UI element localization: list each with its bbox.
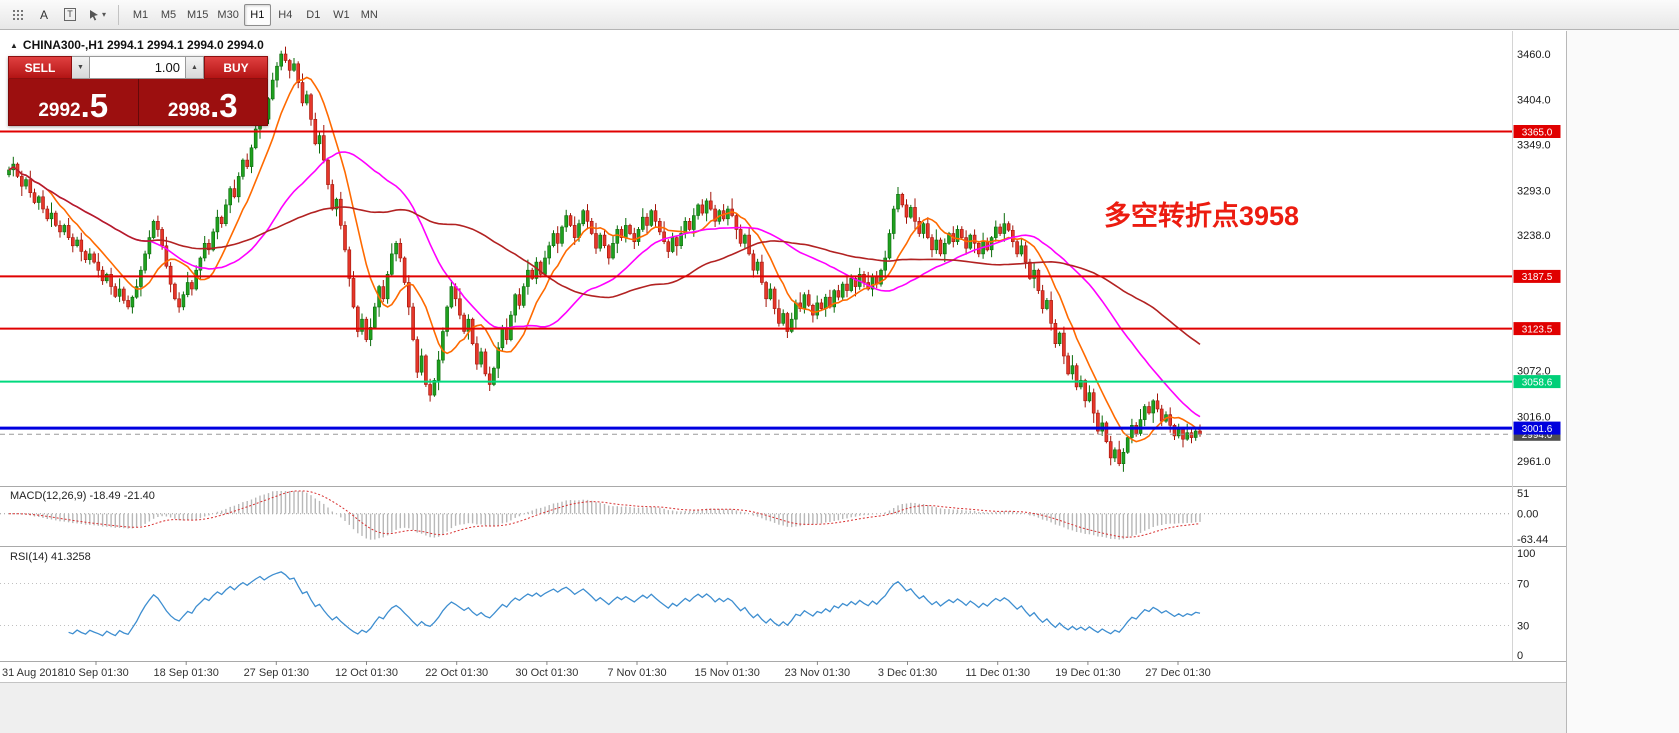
sell-price-big-digit: .5 <box>80 86 109 124</box>
timeframe-M30[interactable]: M30 <box>217 8 239 21</box>
x-axis-label: 23 Nov 01:30 <box>785 667 850 679</box>
svg-text:3001.6: 3001.6 <box>1522 424 1553 435</box>
x-axis-label: 7 Nov 01:30 <box>607 667 666 679</box>
ma-line-10 <box>8 76 1201 443</box>
volume-dropdown-icon: ▼ <box>77 64 84 71</box>
price-badge-3058.6: 3058.6 <box>1513 375 1561 388</box>
x-axis-label: 3 Dec 01:30 <box>878 667 937 679</box>
text-label-tool-glyph: A <box>39 7 48 22</box>
trade-panel-top-row: SELL ▼ ▲ BUY <box>8 56 268 79</box>
timeframe-H4[interactable]: H4 <box>278 8 293 21</box>
y-axis-tick: 3072.0 <box>1517 366 1551 378</box>
macd-signal-line <box>9 490 1201 538</box>
toolbar-separator <box>118 4 120 25</box>
x-axis-label: 30 Oct 01:30 <box>515 667 578 679</box>
x-axis-label: 27 Sep 01:30 <box>244 667 309 679</box>
rsi-axis-label: 0 <box>1517 650 1523 662</box>
annotation-text: 多空转折点3958 <box>1104 201 1300 231</box>
grid-pattern-icon[interactable] <box>6 4 30 26</box>
svg-text:3058.6: 3058.6 <box>1522 377 1553 388</box>
buy-button[interactable]: BUY <box>204 56 268 79</box>
macd-histogram <box>12 491 1201 540</box>
timeframe-M15[interactable]: M15 <box>187 8 209 21</box>
sell-button[interactable]: SELL <box>8 56 72 79</box>
x-axis-label: 10 Sep 01:30 <box>63 667 128 679</box>
ma-line-34 <box>8 151 1201 418</box>
cursor-icon <box>90 9 98 20</box>
x-axis-label: 15 Nov 01:30 <box>694 667 759 679</box>
chevron-down-icon: ▾ <box>102 10 107 19</box>
price-badge-3001.6: 3001.6 <box>1513 421 1561 435</box>
grid-pattern-glyph <box>13 9 23 20</box>
window-right-area <box>1566 30 1679 733</box>
timeframe-M5[interactable]: M5 <box>160 8 177 21</box>
one-click-trading-panel: SELL ▼ ▲ BUY 2992 .5 2998 .3 <box>8 56 268 126</box>
timeframe-D1[interactable]: D1 <box>306 8 321 21</box>
buy-price-big-digit: .3 <box>210 86 238 124</box>
toolbar: A T ▾ M1 M5 M15 M30 H1 H4 D1 W1 MN <box>0 0 1679 30</box>
volume-increase-icon: ▲ <box>191 64 198 71</box>
x-axis-label: 11 Dec 01:30 <box>965 667 1030 679</box>
text-label-tool[interactable]: A <box>32 4 56 26</box>
price-badge-3123.5: 3123.5 <box>1513 322 1561 335</box>
price-badge-3187.5: 3187.5 <box>1513 269 1561 283</box>
y-axis-tick: 3460.0 <box>1517 49 1551 61</box>
trade-panel-prices: 2992 .5 2998 .3 <box>8 79 268 126</box>
timeframe-group: M1 M5 M15 M30 H1 H4 D1 W1 MN <box>127 3 383 26</box>
svg-text:2994.0: 2994.0 <box>1522 430 1553 441</box>
collapse-triangle-icon[interactable]: ▲ <box>10 40 18 50</box>
candlesticks <box>7 46 1202 472</box>
x-axis-label: 22 Oct 01:30 <box>425 667 488 679</box>
rsi-axis-label: 100 <box>1517 548 1535 560</box>
x-axis-label: 31 Aug 2018 <box>2 667 64 679</box>
volume-input[interactable] <box>90 56 186 79</box>
y-axis-tick: 3016.0 <box>1517 411 1551 423</box>
chart-title: ▲ CHINA300-,H1 2994.1 2994.1 2994.0 2994… <box>10 38 264 52</box>
rsi-axis-label: 70 <box>1517 579 1529 591</box>
text-box-tool[interactable]: T <box>58 4 82 26</box>
svg-text:3365.0: 3365.0 <box>1522 127 1553 138</box>
rsi-line <box>68 571 1201 637</box>
rsi-axis-label: 30 <box>1517 621 1529 633</box>
buy-price-main: 2998 <box>167 100 211 121</box>
y-axis-tick: 3238.0 <box>1517 230 1551 242</box>
x-axis-label: 12 Oct 01:30 <box>335 667 398 679</box>
timeframe-MN[interactable]: MN <box>360 8 378 21</box>
timeframe-M1[interactable]: M1 <box>132 8 149 21</box>
macd-axis-label: -63.44 <box>1517 534 1548 546</box>
text-box-tool-glyph: T <box>64 8 76 21</box>
y-axis-tick: 3349.0 <box>1517 140 1551 152</box>
window-bottom-area <box>0 682 1566 733</box>
macd-axis-label: 51 <box>1517 488 1529 500</box>
volume-dropdown-button[interactable]: ▼ <box>72 56 90 79</box>
macd-label: MACD(12,26,9) -18.49 -21.40 <box>10 490 155 502</box>
timeframe-H1[interactable]: H1 <box>243 3 271 26</box>
timeframe-W1[interactable]: W1 <box>333 8 350 21</box>
x-axis-label: 27 Dec 01:30 <box>1145 667 1210 679</box>
rsi-label: RSI(14) 41.3258 <box>10 551 91 563</box>
sell-price-main: 2992 <box>38 100 81 121</box>
chart-background <box>0 30 1566 682</box>
y-axis-tick: 3404.0 <box>1517 95 1551 107</box>
x-axis-label: 18 Sep 01:30 <box>153 667 218 679</box>
y-axis-tick: 2961.0 <box>1517 456 1551 468</box>
cursor-tool[interactable]: ▾ <box>84 4 110 26</box>
macd-axis-label: 0.00 <box>1517 509 1538 521</box>
symbol-ohlc-text: CHINA300-,H1 2994.1 2994.1 2994.0 2994.0 <box>22 38 264 52</box>
y-axis-tick: 3293.0 <box>1517 185 1551 197</box>
price-badge-3365.0: 3365.0 <box>1513 125 1561 138</box>
ma-line-62 <box>8 166 1201 346</box>
svg-text:3187.5: 3187.5 <box>1522 272 1553 283</box>
volume-increase-button[interactable]: ▲ <box>186 56 204 79</box>
sell-price[interactable]: 2992 .5 <box>9 79 139 125</box>
svg-text:3123.5: 3123.5 <box>1522 324 1553 335</box>
buy-price[interactable]: 2998 .3 <box>139 79 268 125</box>
x-axis-label: 19 Dec 01:30 <box>1055 667 1120 679</box>
